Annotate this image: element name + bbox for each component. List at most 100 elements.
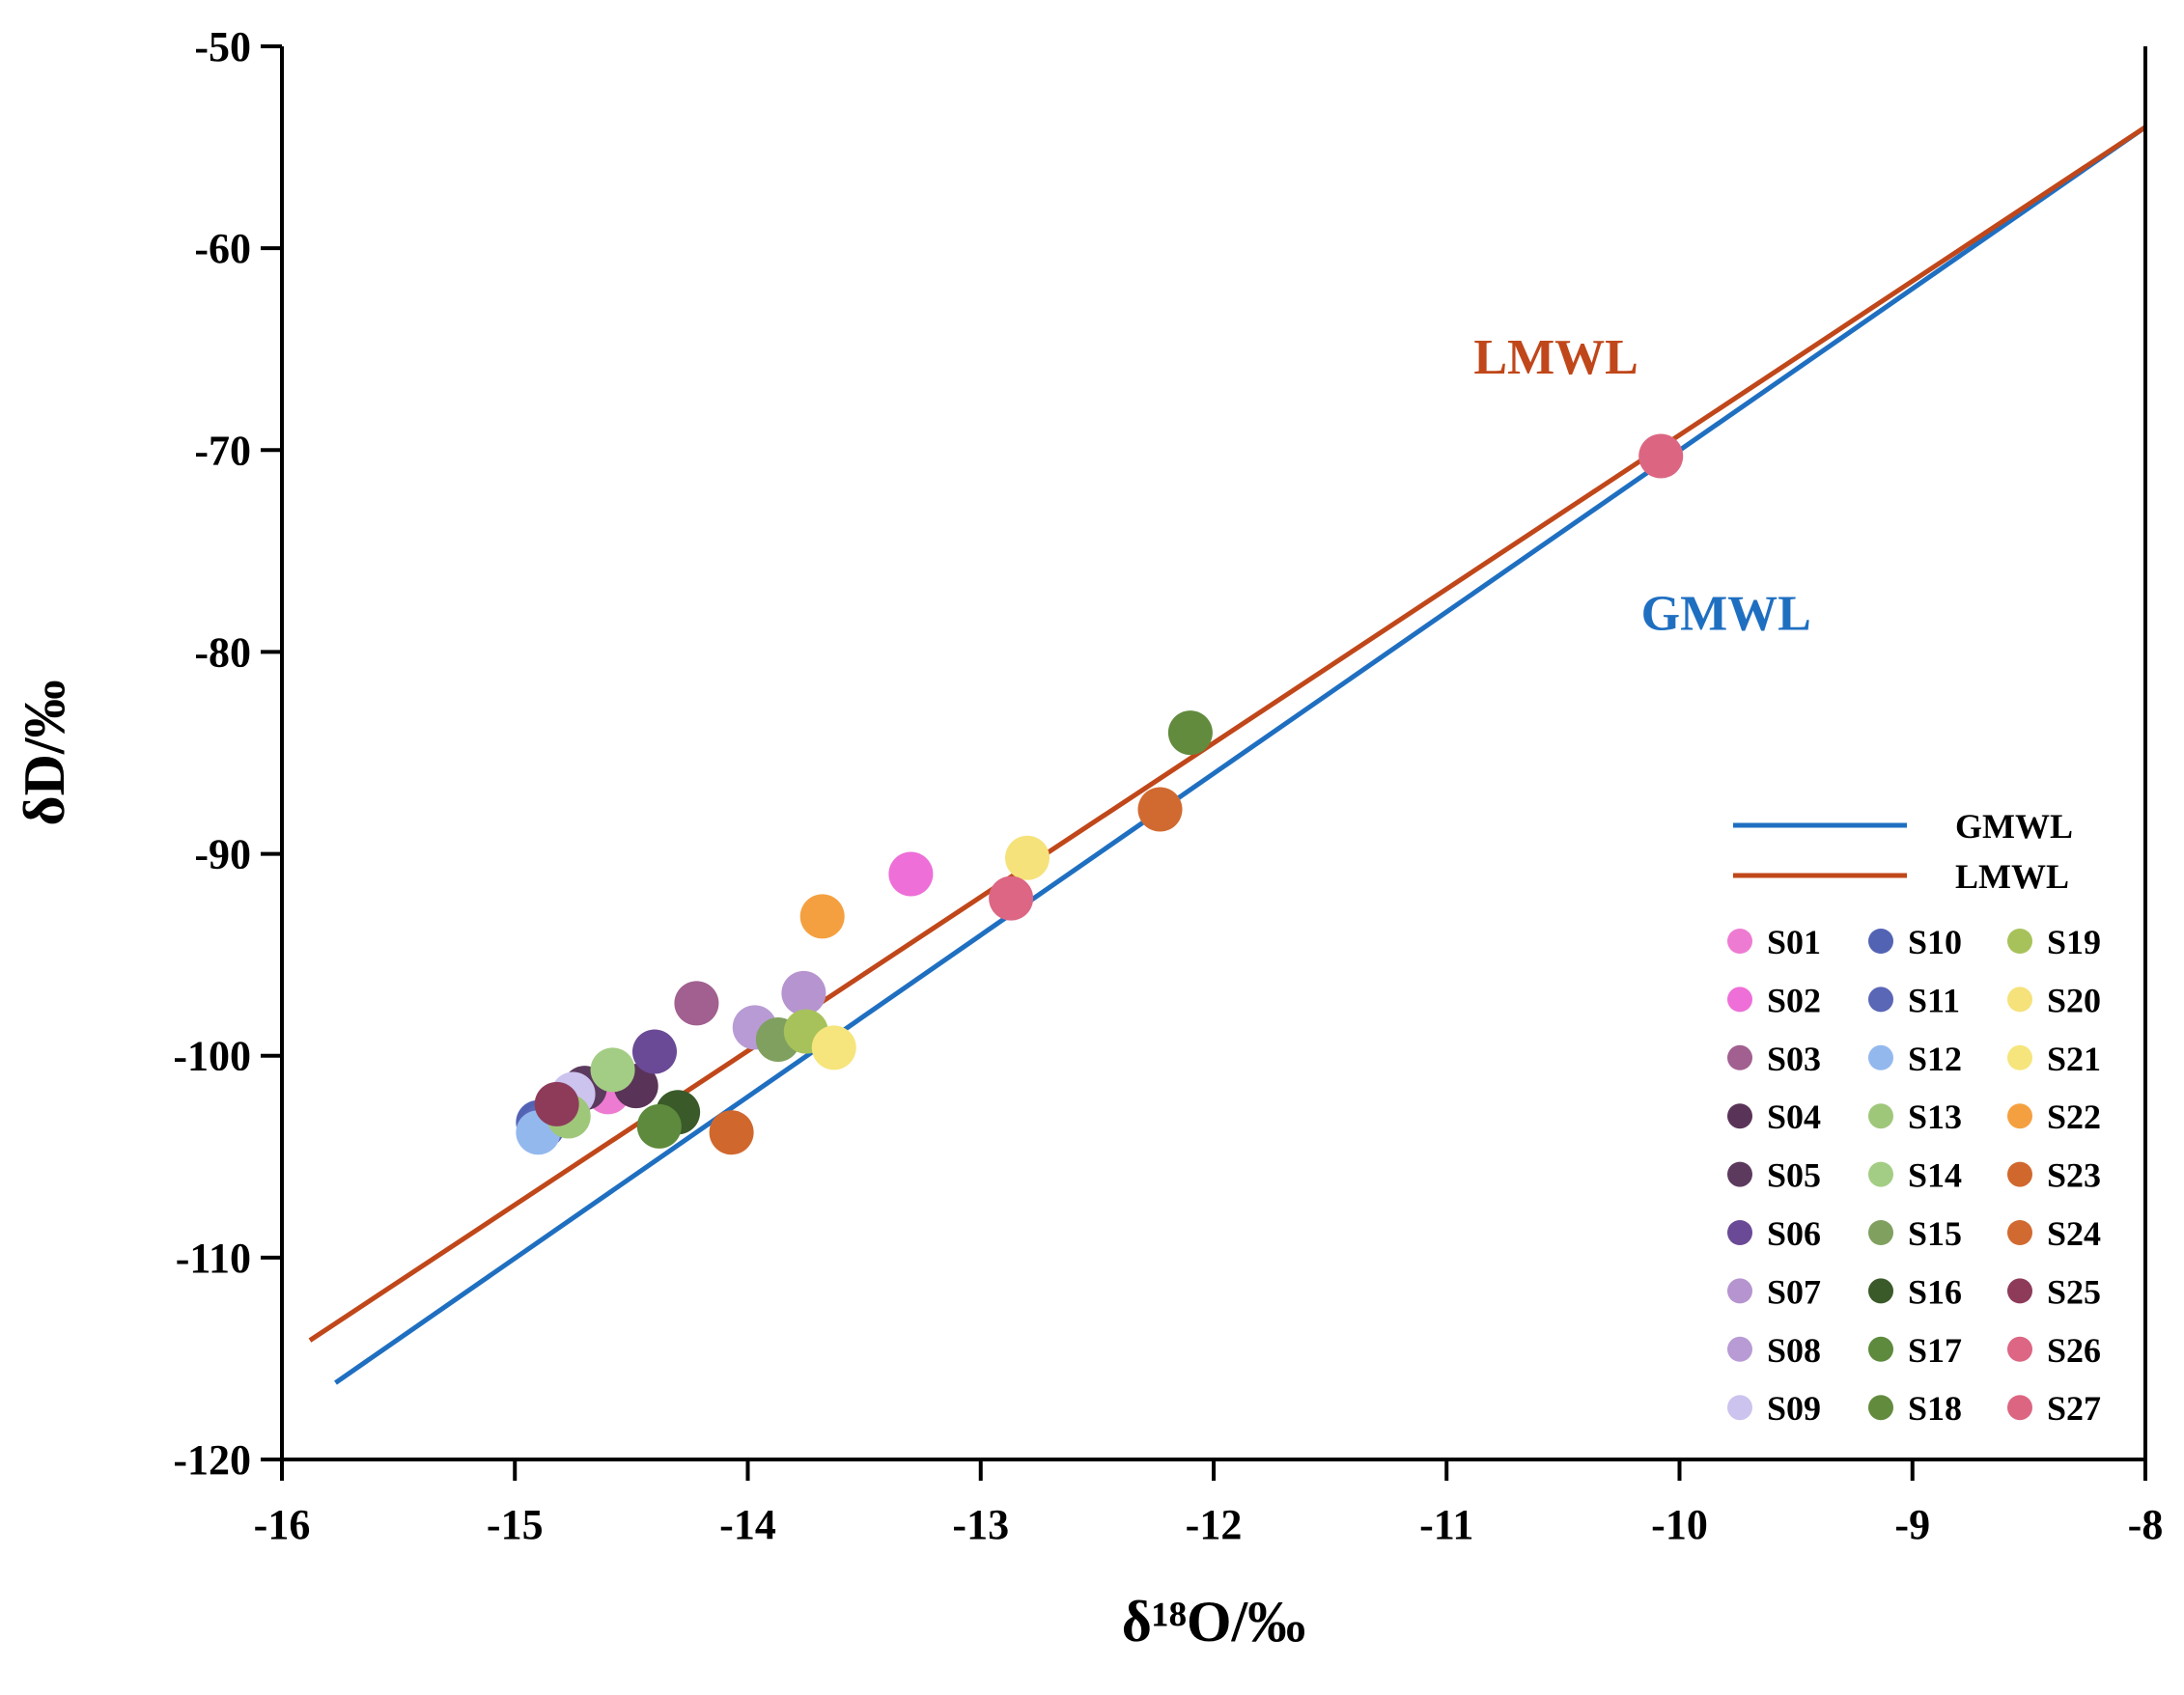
legend-label-s17: S17 [1908,1331,1962,1370]
regression-lines [308,125,2147,1385]
legend-marker-s13 [1868,1103,1893,1129]
line-annotations: LMWL GMWL [1473,330,1810,642]
line-gmwl [334,125,2147,1385]
point-s14 [590,1047,635,1093]
legend-marker-s03 [1727,1044,1752,1070]
point-s18 [1167,710,1213,756]
legend-marker-s19 [2007,929,2032,954]
point-s22 [799,894,845,939]
point-s26 [989,875,1034,921]
legend-label-s25: S25 [2047,1272,2101,1311]
x-tick-label: -12 [1186,1501,1243,1548]
legend-marker-s23 [2007,1161,2032,1187]
point-s07 [781,970,826,1015]
y-tick-label: -110 [176,1235,251,1282]
legend-label-gmwl: GMWL [1955,807,2073,846]
legend-marker-s25 [2007,1278,2032,1304]
legend-label-s05: S05 [1767,1156,1821,1195]
legend-marker-s26 [2007,1336,2032,1362]
legend-label-s20: S20 [2047,981,2101,1019]
point-s21 [811,1025,856,1070]
legend-label-s19: S19 [2047,923,2101,961]
legend-marker-s17 [1868,1336,1893,1362]
legend-label-s27: S27 [2047,1389,2101,1428]
y-tick-label: -70 [194,427,251,474]
legend-marker-s16 [1868,1278,1893,1304]
legend-marker-s05 [1727,1161,1752,1187]
data-points [516,433,1684,1155]
legend-label-s10: S10 [1908,923,1962,961]
point-s02 [888,851,934,897]
legend-label-s04: S04 [1767,1098,1821,1136]
y-tick-label: -90 [194,831,251,878]
legend-marker-s20 [2007,986,2032,1013]
legend-marker-s22 [2007,1103,2032,1129]
point-s25 [534,1081,579,1126]
legend-marker-s10 [1868,929,1893,954]
x-axis-ticks: -16 -15 -14 -13 -12 -11 -10 -9 -8 [254,1459,2164,1548]
y-tick-label: -50 [194,23,251,70]
legend-marker-s06 [1727,1220,1752,1245]
y-axis-title: δD/‰ [13,680,76,825]
legend-label-s08: S08 [1767,1331,1821,1370]
legend-label-s22: S22 [2047,1098,2101,1136]
legend-label-s16: S16 [1908,1272,1962,1311]
legend-label-s15: S15 [1908,1214,1962,1253]
legend-label-s09: S09 [1767,1389,1821,1428]
legend-label-s26: S26 [2047,1331,2101,1370]
x-tick-label: -9 [1894,1501,1930,1548]
legend-marker-s01 [1727,929,1752,954]
legend-marker-s08 [1727,1336,1752,1362]
legend-label-s06: S06 [1767,1214,1821,1253]
legend-marker-s21 [2007,1044,2032,1070]
legend-marker-s09 [1727,1395,1752,1421]
legend-label-s01: S01 [1767,923,1821,961]
legend-label-s18: S18 [1908,1389,1962,1428]
x-tick-label: -8 [2128,1501,2164,1548]
x-tick-label: -15 [487,1501,544,1548]
y-tick-label: -120 [173,1436,251,1484]
x-axis-title: δ¹⁸O/‰ [1122,1590,1305,1653]
legend-label-s07: S07 [1767,1272,1821,1311]
y-tick-label: -100 [173,1033,251,1080]
axes-frame [280,46,2147,1461]
y-tick-label: -60 [194,225,251,272]
legend-label-s24: S24 [2047,1214,2101,1253]
point-s03 [674,981,719,1026]
y-tick-label: -80 [194,628,251,676]
legend-marker-s02 [1727,986,1752,1013]
legend-marker-s24 [2007,1220,2032,1245]
legend-marker-s18 [1868,1395,1893,1421]
legend: GMWL LMWL S01 S02 S03 S04 S05 S06 S07 S08 S09 S10 S1… [1727,807,2101,1428]
legend-label-s03: S03 [1767,1040,1821,1078]
legend-label-s12: S12 [1908,1040,1962,1078]
annotation-lmwl: LMWL [1473,330,1638,385]
x-tick-label: -16 [254,1501,311,1548]
legend-label-s23: S23 [2047,1156,2101,1195]
legend-marker-s14 [1868,1161,1893,1187]
legend-label-s21: S21 [2047,1040,2101,1078]
point-s27 [1638,433,1684,479]
legend-label-lmwl: LMWL [1955,857,2069,896]
legend-label-s13: S13 [1908,1098,1962,1136]
legend-marker-s07 [1727,1278,1752,1304]
legend-marker-s04 [1727,1103,1752,1129]
x-tick-label: -10 [1651,1501,1708,1548]
annotation-gmwl: GMWL [1641,586,1811,641]
point-s06 [632,1029,677,1074]
legend-label-s14: S14 [1908,1156,1962,1195]
x-tick-label: -14 [719,1501,776,1548]
y-axis-ticks: -50 -60 -70 -80 -90 -100 -110 -120 [173,23,282,1484]
legend-marker-s15 [1868,1220,1893,1245]
point-s23 [709,1110,754,1155]
point-s24 [1137,787,1183,832]
line-lmwl [308,125,2147,1343]
x-tick-label: -11 [1419,1501,1473,1548]
legend-marker-s11 [1868,986,1893,1013]
legend-label-s11: S11 [1908,981,1960,1019]
x-tick-label: -13 [952,1501,1009,1548]
point-s17 [636,1103,682,1149]
legend-label-s02: S02 [1767,981,1821,1019]
legend-marker-s12 [1868,1044,1893,1070]
